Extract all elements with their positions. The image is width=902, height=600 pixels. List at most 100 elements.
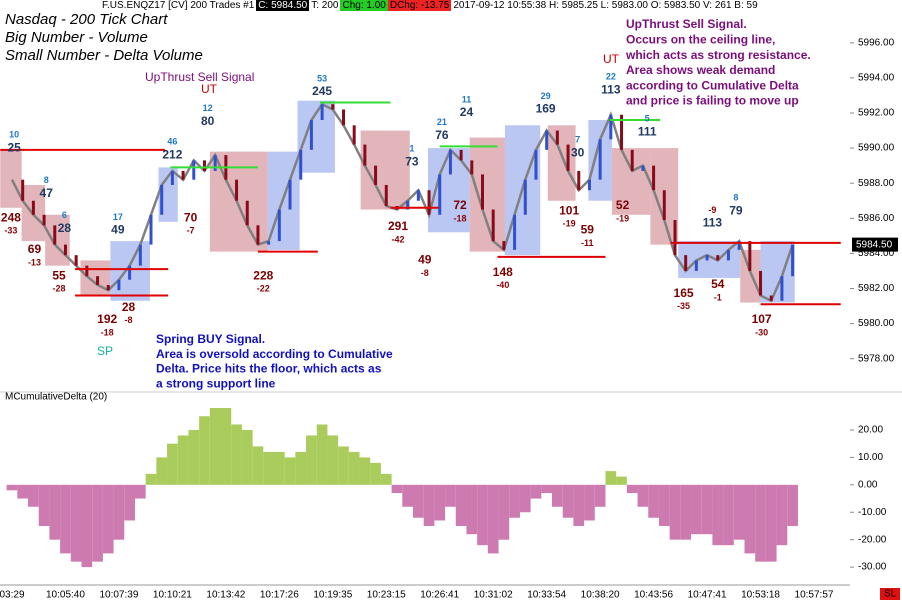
- delta-label: 1: [409, 144, 414, 154]
- annotation-line: Spring BUY Signal.: [156, 332, 265, 346]
- delta-bar: [327, 435, 339, 485]
- y-tick-label: 20.00: [858, 425, 883, 436]
- delta-label: -18: [101, 327, 114, 337]
- volume-label: 113: [601, 82, 621, 96]
- x-tick-label: 10:05:40: [46, 590, 85, 600]
- delta-bar: [477, 484, 488, 546]
- delta-bar: [530, 484, 542, 499]
- delta-bar: [241, 429, 253, 485]
- volume-label: 24: [460, 105, 474, 119]
- annotation-line: and price is failing to move up: [626, 94, 799, 108]
- delta-bar: [648, 484, 659, 518]
- delta-bar: [509, 484, 520, 518]
- delta-bar: [541, 484, 553, 494]
- delta-bar: [220, 408, 232, 485]
- delta-bar: [306, 435, 317, 485]
- volume-label: 165: [674, 286, 694, 300]
- delta-bar: [765, 484, 777, 562]
- delta-bar: [519, 484, 531, 513]
- delta-bar: [787, 484, 798, 526]
- background-layer: [0, 100, 795, 303]
- annotation-line: which acts as strong resistance.: [625, 48, 811, 62]
- delta-label: -28: [53, 284, 66, 294]
- delta-label: -18: [454, 213, 467, 223]
- delta-bar: [60, 484, 71, 554]
- delta-bar: [391, 484, 403, 494]
- delta-bar: [755, 484, 766, 562]
- delta-bar: [359, 457, 371, 485]
- delta-bar: [17, 484, 29, 499]
- volume-label: 47: [40, 186, 54, 200]
- delta-bar: [70, 484, 82, 562]
- delta-bar: [701, 484, 713, 535]
- delta-label: -40: [496, 280, 509, 290]
- delta-bar: [102, 484, 114, 554]
- x-tick-label: 10:38:20: [581, 590, 620, 600]
- x-tick-label: 10:43:56: [634, 590, 673, 600]
- delta-bar: [134, 484, 146, 499]
- delta-bar: [691, 484, 702, 535]
- delta-label: 5: [645, 114, 650, 124]
- delta-bar: [263, 451, 274, 485]
- delta-bar: [316, 424, 328, 485]
- delta-bar: [744, 484, 756, 554]
- delta-bar: [92, 484, 103, 562]
- y-tick-label: 5984.00: [858, 248, 895, 259]
- delta-bar: [573, 484, 585, 526]
- delta-label: 12: [203, 103, 213, 113]
- delta-bar: [273, 451, 285, 485]
- delta-bar: [113, 484, 125, 540]
- delta-label: 22: [606, 72, 616, 82]
- delta-bar: [370, 462, 381, 485]
- volume-label: 113: [703, 216, 723, 230]
- volume-label: 79: [729, 203, 743, 217]
- zone: [740, 249, 761, 303]
- delta-bar: [423, 484, 435, 526]
- y-tick-label: -10.00: [858, 507, 887, 518]
- note: Small Number - Delta Volume: [5, 47, 203, 64]
- dchange: DChg: -13.75: [387, 0, 452, 11]
- volume-label: 49: [418, 253, 432, 267]
- x-tick-label: 10:47:41: [688, 590, 727, 600]
- annotation-line: Area shows weak demand: [626, 63, 775, 77]
- delta-label: -30: [755, 327, 768, 337]
- delta-label: 46: [167, 136, 177, 146]
- delta-bar: [348, 451, 360, 485]
- volume-label: 192: [97, 312, 117, 326]
- delta-bar: [231, 424, 242, 485]
- x-tick-label: 10:13:42: [206, 590, 245, 600]
- delta-label: 10: [9, 129, 19, 139]
- volume-label: 59: [581, 223, 595, 237]
- volume-label: 169: [536, 102, 556, 116]
- delta-label: 21: [437, 117, 447, 127]
- ut-label: UT: [603, 52, 620, 66]
- volume-label: 248: [1, 210, 21, 224]
- y-tick-label: 5992.00: [858, 108, 895, 119]
- y-tick-label: 5978.00: [858, 353, 895, 364]
- indicator-title: MCumulativeDelta (20): [5, 392, 107, 403]
- y-tick-label: 5982.00: [858, 283, 895, 294]
- delta-bar: [466, 484, 478, 535]
- annotation-line: a strong support line: [156, 376, 276, 390]
- delta-bar: [680, 484, 692, 540]
- ticks: T: 200: [311, 0, 339, 11]
- delta-label: 8: [733, 193, 738, 203]
- delta-label: -1: [714, 292, 722, 302]
- annotation-line: Occurs on the ceiling line,: [626, 32, 775, 46]
- delta-bar: [498, 484, 510, 540]
- x-tick-label: 03:29: [0, 590, 25, 600]
- delta-bar: [177, 435, 189, 485]
- x-tick-label: 10:19:35: [313, 590, 352, 600]
- annotation-line: UpThrust Sell Signal.: [626, 17, 747, 31]
- change: Chg: 1.00: [340, 0, 388, 11]
- zone: [0, 149, 22, 208]
- delta-bar: [38, 484, 50, 526]
- x-tick-label: 10:17:26: [260, 590, 299, 600]
- y-tick-label: 5980.00: [858, 318, 895, 329]
- annotation: UpThrust Sell Signal: [145, 70, 254, 84]
- delta-label: -42: [392, 234, 405, 244]
- price-line: [10, 102, 794, 303]
- volume-label: 54: [711, 277, 725, 291]
- delta-label: 29: [541, 91, 551, 101]
